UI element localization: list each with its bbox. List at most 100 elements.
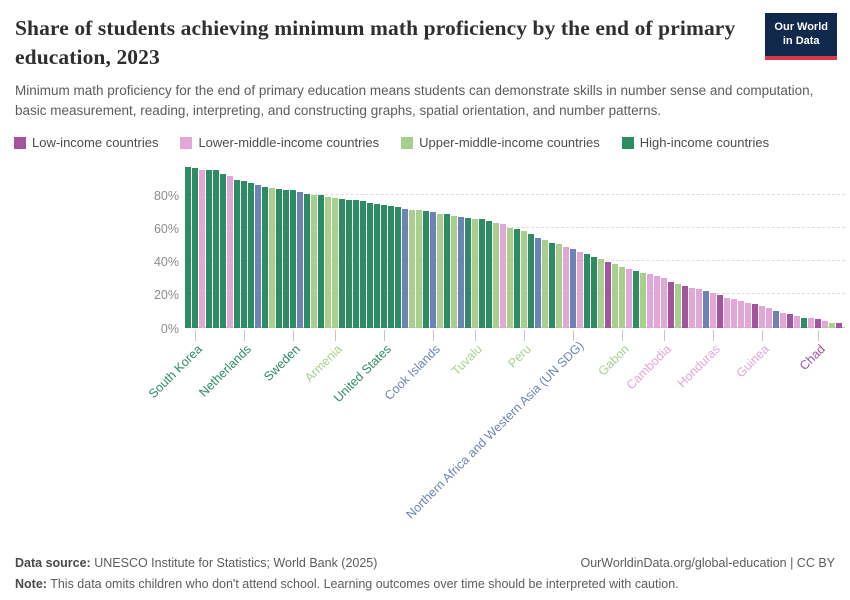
bar[interactable] — [332, 197, 338, 328]
bar[interactable] — [661, 277, 667, 328]
bar[interactable] — [304, 193, 310, 328]
bar[interactable] — [192, 167, 198, 328]
bar[interactable] — [311, 194, 317, 328]
bar[interactable] — [220, 173, 226, 328]
bar[interactable] — [822, 320, 828, 328]
bar[interactable] — [787, 314, 793, 328]
bar[interactable] — [353, 200, 359, 328]
bar[interactable] — [430, 212, 436, 328]
bar[interactable] — [829, 322, 835, 328]
bar[interactable] — [556, 244, 562, 328]
bar[interactable] — [752, 304, 758, 328]
bar[interactable] — [437, 213, 443, 328]
bar[interactable] — [514, 229, 520, 328]
bar[interactable] — [185, 167, 191, 328]
bar[interactable] — [416, 210, 422, 328]
bar[interactable] — [409, 209, 415, 328]
bar[interactable] — [591, 256, 597, 328]
bar[interactable] — [248, 182, 254, 328]
bar[interactable] — [234, 180, 240, 328]
bar[interactable] — [423, 211, 429, 328]
bar[interactable] — [290, 190, 296, 328]
bar[interactable] — [535, 237, 541, 328]
bar[interactable] — [710, 292, 716, 328]
bar[interactable] — [703, 290, 709, 328]
bar[interactable] — [780, 312, 786, 328]
legend-item[interactable]: Upper-middle-income countries — [401, 135, 600, 150]
bar[interactable] — [773, 310, 779, 328]
bar[interactable] — [794, 315, 800, 328]
bar[interactable] — [227, 176, 233, 328]
bar[interactable] — [640, 272, 646, 328]
bar[interactable] — [507, 227, 513, 328]
bar[interactable] — [444, 214, 450, 328]
bar[interactable] — [486, 221, 492, 328]
bar[interactable] — [297, 192, 303, 328]
x-axis-label[interactable]: South Korea — [145, 341, 205, 401]
bar[interactable] — [717, 295, 723, 328]
bar[interactable] — [696, 289, 702, 328]
bar[interactable] — [241, 181, 247, 328]
x-axis-label[interactable]: Cambodia — [623, 341, 674, 392]
bar[interactable] — [766, 308, 772, 328]
bar[interactable] — [465, 217, 471, 328]
bar[interactable] — [731, 299, 737, 328]
bar[interactable] — [493, 222, 499, 328]
x-axis-label[interactable]: Honduras — [674, 341, 723, 390]
bar[interactable] — [381, 204, 387, 328]
bar[interactable] — [283, 189, 289, 328]
x-axis-label[interactable]: Armenia — [302, 341, 345, 385]
bar[interactable] — [213, 170, 219, 328]
bar[interactable] — [374, 203, 380, 328]
bar[interactable] — [458, 216, 464, 328]
bar[interactable] — [563, 246, 569, 328]
bar[interactable] — [745, 302, 751, 328]
bar[interactable] — [619, 266, 625, 328]
bar[interactable] — [689, 287, 695, 328]
bar[interactable] — [633, 271, 639, 328]
bar[interactable] — [549, 242, 555, 328]
bar[interactable] — [570, 249, 576, 328]
bar[interactable] — [199, 169, 205, 328]
bar[interactable] — [521, 231, 527, 328]
legend-item[interactable]: High-income countries — [621, 135, 769, 150]
bar[interactable] — [542, 240, 548, 328]
bar[interactable] — [360, 201, 366, 328]
bar[interactable] — [367, 202, 373, 328]
bar[interactable] — [346, 199, 352, 328]
x-axis-label[interactable]: Northern Africa and Western Asia (UN SDG… — [403, 337, 587, 522]
x-axis-label[interactable]: Tuvalu — [448, 341, 485, 378]
bar[interactable] — [605, 261, 611, 328]
bar[interactable] — [479, 219, 485, 328]
bar[interactable] — [598, 259, 604, 328]
bar[interactable] — [682, 285, 688, 328]
bar[interactable] — [836, 323, 842, 328]
bar[interactable] — [528, 234, 534, 328]
bar[interactable] — [402, 208, 408, 328]
bar[interactable] — [668, 281, 674, 328]
bar[interactable] — [339, 198, 345, 328]
bar[interactable] — [206, 169, 212, 328]
x-axis-label[interactable]: United States — [330, 341, 394, 405]
bar[interactable] — [451, 216, 457, 328]
x-axis-label[interactable]: Netherlands — [196, 341, 254, 400]
bar[interactable] — [500, 224, 506, 328]
bar[interactable] — [395, 207, 401, 328]
x-axis-label[interactable]: Gabon — [595, 341, 632, 378]
bar[interactable] — [325, 197, 331, 328]
bar[interactable] — [269, 187, 275, 328]
x-axis-label[interactable]: Peru — [505, 341, 534, 371]
bar[interactable] — [654, 276, 660, 328]
bar[interactable] — [724, 297, 730, 328]
legend-item[interactable]: Low-income countries — [14, 135, 158, 150]
bar[interactable] — [647, 274, 653, 328]
bar[interactable] — [801, 317, 807, 328]
bar[interactable] — [626, 269, 632, 328]
legend-item[interactable]: Lower-middle-income countries — [180, 135, 379, 150]
bar[interactable] — [815, 319, 821, 328]
bar[interactable] — [577, 251, 583, 328]
bar[interactable] — [472, 218, 478, 328]
bar[interactable] — [675, 284, 681, 328]
bar[interactable] — [276, 188, 282, 328]
x-axis-label[interactable]: Cook Islands — [381, 341, 443, 403]
